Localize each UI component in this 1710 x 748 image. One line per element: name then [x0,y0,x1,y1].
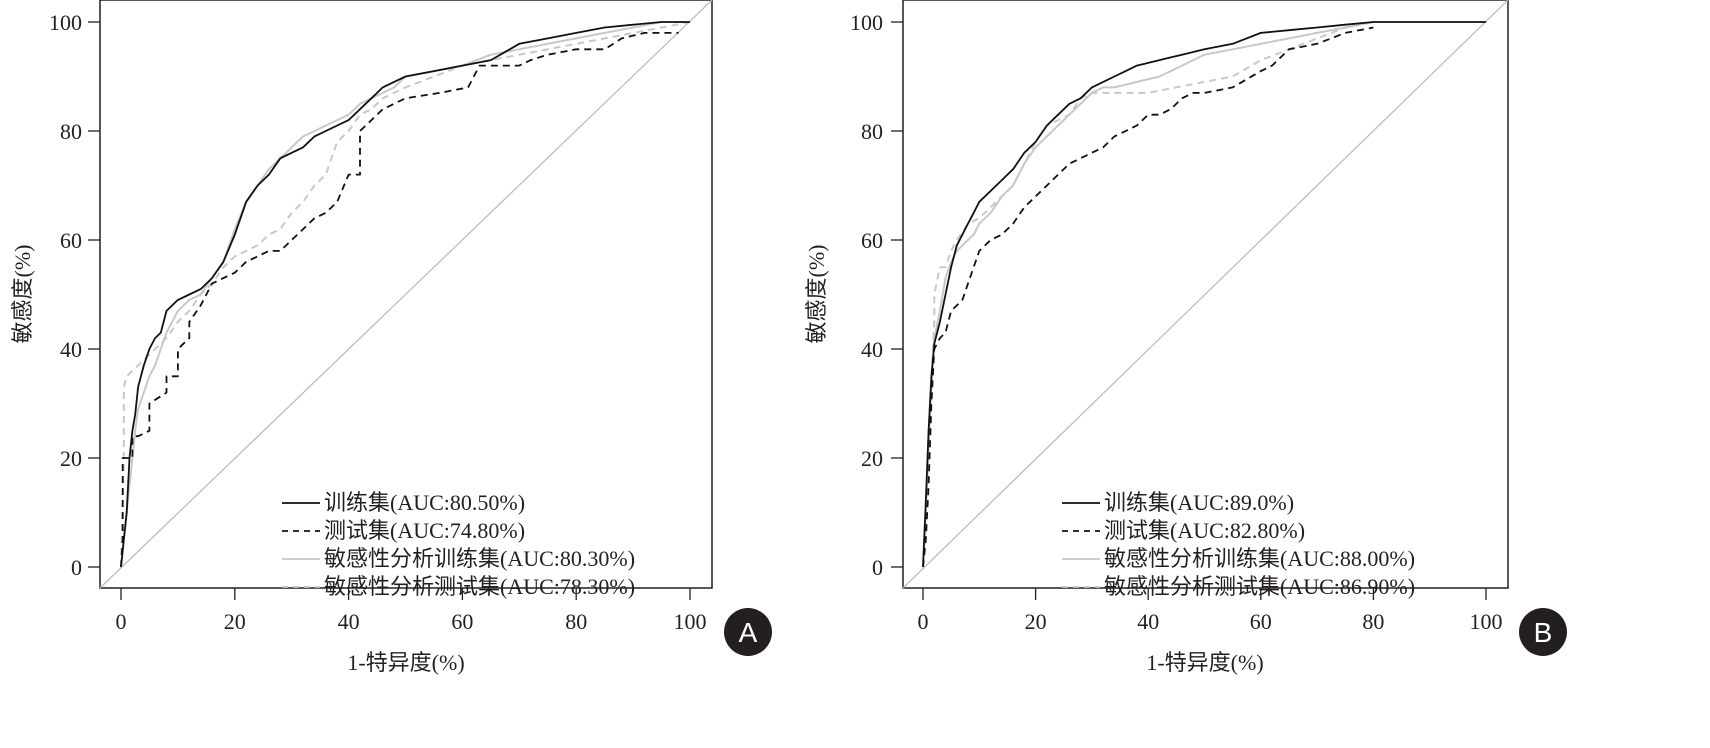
x-tick-label: 100 [1470,609,1503,634]
reference-diagonal [902,0,1509,589]
x-tick-label: 0 [116,609,127,634]
roc-curve-1 [922,21,1486,568]
panel-label: B [1534,617,1553,648]
panel-badge-b: B [1519,608,1567,656]
legend-entry: 敏感性分析测试集(AUC:86.90%) [1104,574,1415,599]
x-axis-title: 1-特异度(%) [1146,650,1263,675]
roc-panel-b: 0 20 40 60 80 100 0 20 40 60 80 100 训练集(AUC:89.0%)… [804,0,1567,675]
x-tick-label: 20 [1025,609,1047,634]
reference-diagonal [99,0,713,589]
x-tick-label: 100 [674,609,707,634]
x-tick-label: 40 [338,609,360,634]
series-layer [922,21,1486,568]
roc-curve-3 [120,21,690,568]
x-axis-title: 1-特异度(%) [347,650,464,675]
y-tick-label: 60 [60,228,82,253]
y-tick-label: 60 [861,228,883,253]
x-tick-label: 40 [1137,609,1159,634]
y-tick-label: 80 [60,119,82,144]
plot-frame [902,0,1509,589]
series-layer [120,21,691,568]
y-tick-label: 0 [872,555,883,580]
legend: 训练集(AUC:89.0%) 测试集(AUC:82.80%) 敏感性分析训练集(AU… [1062,490,1415,599]
roc-curve-2 [922,26,1374,568]
x-tick-label: 60 [451,609,473,634]
y-tick-label: 20 [861,446,883,471]
y-tick-label: 100 [850,10,883,35]
y-tick-label: 40 [861,337,883,362]
y-axis: 0 20 40 60 80 100 [850,10,903,580]
x-tick-label: 60 [1250,609,1272,634]
x-tick-label: 20 [224,609,246,634]
legend-entry: 敏感性分析训练集(AUC:88.00%) [1104,546,1415,571]
panel-badge-a: A [724,608,772,656]
x-tick-label: 80 [1362,609,1384,634]
roc-curve-1 [120,21,690,568]
y-axis-title: 敏感度(%) [10,245,35,344]
legend: 训练集(AUC:80.50%) 测试集(AUC:74.80%) 敏感性分析训练集(A… [282,490,635,599]
roc-panel-a: 0 20 40 60 80 100 0 20 40 60 80 100 训练集(AUC:80.50%… [10,0,772,675]
y-tick-label: 40 [60,337,82,362]
legend-entry: 敏感性分析训练集(AUC:80.30%) [324,546,635,571]
y-tick-label: 0 [71,555,82,580]
legend-entry: 敏感性分析测试集(AUC:78.30%) [324,574,635,599]
plot-frame [99,0,713,589]
x-tick-label: 0 [918,609,929,634]
legend-entry: 训练集(AUC:89.0%) [1104,490,1294,515]
y-tick-label: 100 [49,10,82,35]
x-axis: 0 20 40 60 80 100 [116,588,707,634]
y-tick-label: 80 [861,119,883,144]
y-tick-label: 20 [60,446,82,471]
x-tick-label: 80 [565,609,587,634]
y-axis: 0 20 40 60 80 100 [49,10,100,580]
legend-entry: 测试集(AUC:82.80%) [1104,518,1305,543]
x-axis: 0 20 40 60 80 100 [918,588,1503,634]
y-axis-title: 敏感度(%) [804,245,829,344]
panel-label: A [739,617,758,648]
roc-curve-3 [922,21,1486,568]
roc-curve-4 [120,21,691,568]
legend-entry: 训练集(AUC:80.50%) [324,490,525,515]
legend-entry: 测试集(AUC:74.80%) [324,518,525,543]
roc-curve-2 [120,32,679,568]
